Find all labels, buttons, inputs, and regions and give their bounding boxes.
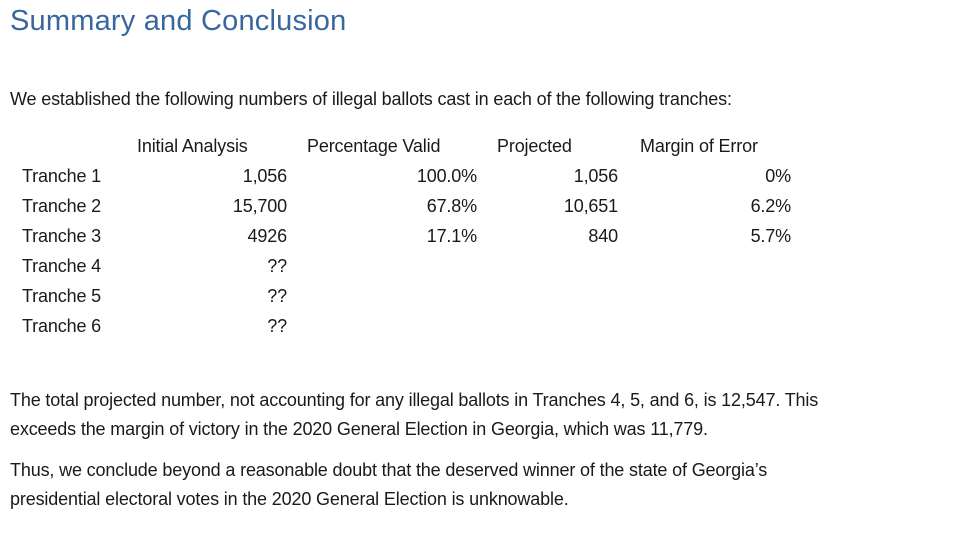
conclusion-paragraph: Thus, we conclude beyond a reasonable do… [10, 460, 768, 509]
column-header-margin-of-error: Margin of Error [640, 136, 758, 156]
cell-percentage-valid: 100.0% [416, 166, 477, 186]
cell-tranche-label: Tranche 5 [22, 286, 102, 306]
projection-paragraph: The total projected number, not accounti… [10, 390, 819, 439]
tranche-table: Initial Analysis Percentage Valid Projec… [22, 131, 962, 341]
cell-percentage-valid: 17.1% [426, 226, 477, 246]
cell-tranche-label: Tranche 1 [22, 166, 102, 186]
cell-initial-analysis: 4926 [247, 226, 288, 246]
cell-initial-analysis: ?? [267, 316, 287, 336]
cell-initial-analysis: 1,056 [242, 166, 287, 186]
cell-percentage-valid [287, 311, 477, 341]
cell-tranche-label: Tranche 4 [22, 256, 102, 276]
cell-projected [477, 251, 618, 281]
cell-margin-of-error [618, 311, 791, 341]
cell-initial-analysis: ?? [267, 256, 287, 276]
cell-tranche-label: Tranche 2 [22, 196, 102, 216]
intro-paragraph: We established the following numbers of … [10, 89, 732, 109]
cell-percentage-valid [287, 251, 477, 281]
cell-tranche-label: Tranche 3 [22, 226, 102, 246]
cell-initial-analysis: ?? [267, 286, 287, 306]
document-page: Summary and Conclusion We established th… [10, 2, 962, 548]
column-header-blank [22, 131, 137, 161]
cell-projected [477, 311, 618, 341]
cell-projected: 1,056 [573, 166, 618, 186]
cell-initial-analysis: 15,700 [232, 196, 287, 216]
cell-margin-of-error [618, 251, 791, 281]
cell-tranche-label: Tranche 6 [22, 316, 102, 336]
cell-margin-of-error [618, 281, 791, 311]
cell-percentage-valid: 67.8% [426, 196, 477, 216]
cell-margin-of-error: 6.2% [750, 196, 792, 216]
column-header-initial-analysis: Initial Analysis [137, 136, 248, 156]
cell-percentage-valid [287, 281, 477, 311]
cell-margin-of-error: 0% [765, 166, 791, 186]
cell-margin-of-error: 5.7% [750, 226, 792, 246]
section-heading: Summary and Conclusion [10, 5, 347, 37]
cell-projected: 10,651 [563, 196, 618, 216]
column-header-percentage-valid: Percentage Valid [307, 136, 441, 156]
column-header-projected: Projected [497, 136, 572, 156]
cell-projected [477, 281, 618, 311]
cell-projected: 840 [588, 226, 618, 246]
